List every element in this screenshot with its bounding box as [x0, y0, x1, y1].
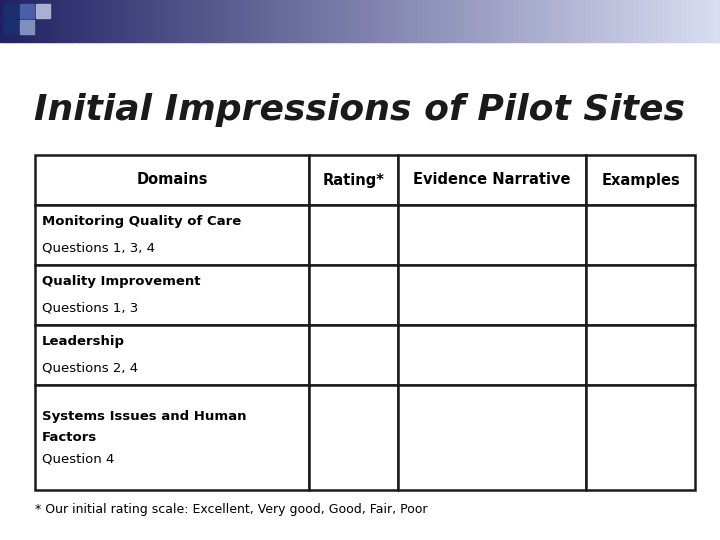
Bar — [35, 325, 309, 385]
Bar — [4, 20, 18, 34]
Bar — [398, 385, 586, 490]
Bar — [309, 205, 398, 265]
Bar — [586, 155, 695, 205]
Bar — [309, 385, 398, 490]
Text: Questions 1, 3, 4: Questions 1, 3, 4 — [42, 242, 155, 255]
Bar — [35, 205, 309, 265]
Bar — [309, 155, 398, 205]
Bar — [586, 325, 695, 385]
Text: Examples: Examples — [601, 172, 680, 187]
Bar — [35, 385, 309, 490]
Bar — [398, 325, 586, 385]
Text: * Our initial rating scale: Excellent, Very good, Good, Fair, Poor: * Our initial rating scale: Excellent, V… — [35, 503, 428, 516]
Text: Domains: Domains — [136, 172, 207, 187]
Bar — [20, 4, 34, 18]
Bar — [398, 265, 586, 325]
Bar — [20, 20, 34, 34]
Bar — [586, 385, 695, 490]
Bar — [309, 265, 398, 325]
Bar — [4, 4, 18, 18]
Text: Questions 1, 3: Questions 1, 3 — [42, 302, 138, 315]
Bar — [36, 4, 50, 18]
Text: Monitoring Quality of Care: Monitoring Quality of Care — [42, 215, 241, 228]
Text: Evidence Narrative: Evidence Narrative — [413, 172, 571, 187]
Text: Question 4: Question 4 — [42, 452, 114, 465]
Text: Initial Impressions of Pilot Sites: Initial Impressions of Pilot Sites — [35, 93, 685, 127]
Text: Rating*: Rating* — [323, 172, 384, 187]
Text: Factors: Factors — [42, 431, 97, 444]
Text: Systems Issues and Human: Systems Issues and Human — [42, 410, 246, 423]
Bar — [35, 155, 309, 205]
Bar — [35, 265, 309, 325]
Bar — [398, 155, 586, 205]
Text: Leadership: Leadership — [42, 335, 125, 348]
Text: Quality Improvement: Quality Improvement — [42, 275, 200, 288]
Bar — [309, 325, 398, 385]
Bar — [398, 205, 586, 265]
Text: Questions 2, 4: Questions 2, 4 — [42, 362, 138, 375]
Bar — [586, 265, 695, 325]
Bar — [586, 205, 695, 265]
